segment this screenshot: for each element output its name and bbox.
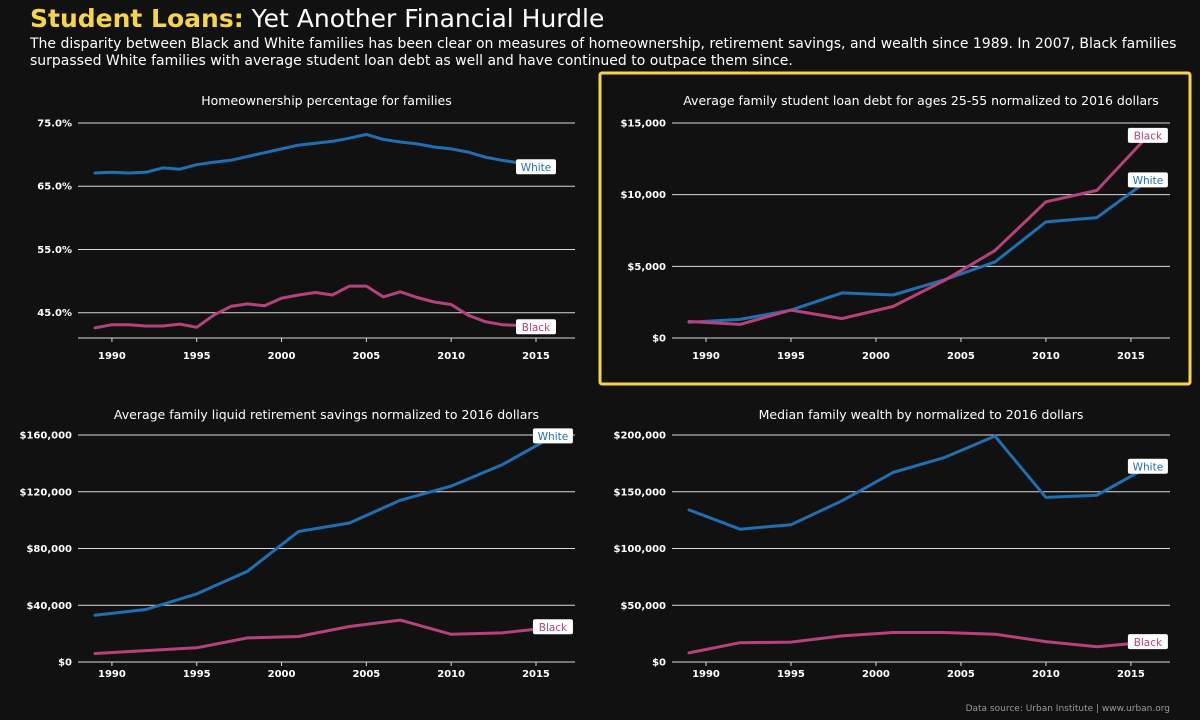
y-tick-label: $0 bbox=[652, 334, 666, 345]
series-label-text: Black bbox=[1134, 131, 1163, 143]
series-label-box bbox=[515, 319, 556, 335]
chart-student-loan: Average family student loan debt for age… bbox=[598, 71, 1192, 386]
series-line-black bbox=[93, 618, 555, 655]
series-label-text: Black bbox=[539, 622, 568, 634]
series-label-text: White bbox=[1133, 175, 1164, 187]
series-line-white bbox=[93, 132, 538, 175]
y-tick-label: 55.0% bbox=[37, 245, 72, 256]
x-tick-label: 2010 bbox=[437, 351, 465, 362]
x-tick-label: 1990 bbox=[692, 351, 720, 362]
x-tick-label: 1995 bbox=[777, 669, 805, 680]
x-tick-label: 2015 bbox=[522, 669, 550, 680]
x-tick-label: 1995 bbox=[777, 351, 805, 362]
x-tick-label: 2005 bbox=[947, 669, 975, 680]
x-tick-label: 1990 bbox=[692, 669, 720, 680]
chart-title: Median family wealth by normalized to 20… bbox=[759, 407, 1084, 422]
y-tick-label: $160,000 bbox=[19, 431, 72, 442]
page-title-accent: Student Loans: bbox=[30, 4, 244, 33]
x-tick-label: 2000 bbox=[268, 669, 296, 680]
series-line-white bbox=[687, 178, 1150, 324]
y-tick-label: $150,000 bbox=[613, 487, 666, 498]
x-tick-label: 1995 bbox=[183, 669, 211, 680]
series-label-box bbox=[515, 159, 556, 175]
series-label-black: Black bbox=[1127, 127, 1168, 143]
series-label-box bbox=[532, 428, 573, 444]
series-label-text: Black bbox=[522, 322, 551, 334]
x-tick-label: 2010 bbox=[1032, 351, 1060, 362]
series-label-black: Black bbox=[515, 319, 556, 335]
series-label-black: Black bbox=[532, 619, 573, 635]
series-label-text: White bbox=[538, 431, 569, 443]
chart-title: Homeownership percentage for families bbox=[201, 93, 452, 108]
x-tick-label: 2015 bbox=[1117, 351, 1145, 362]
series-label-white: White bbox=[532, 428, 573, 444]
chart-retirement: Average family liquid retirement savings… bbox=[19, 407, 575, 680]
series-label-white: White bbox=[515, 159, 556, 175]
x-tick-label: 2005 bbox=[352, 351, 380, 362]
y-tick-label: 45.0% bbox=[37, 308, 72, 319]
y-tick-label: $10,000 bbox=[620, 190, 666, 201]
x-tick-label: 2000 bbox=[862, 669, 890, 680]
y-tick-label: $100,000 bbox=[613, 544, 666, 555]
series-label-white: White bbox=[1127, 458, 1168, 474]
series-line-white bbox=[687, 434, 1150, 531]
x-tick-label: 2000 bbox=[862, 351, 890, 362]
x-tick-label: 2005 bbox=[947, 351, 975, 362]
chart-wealth: Median family wealth by normalized to 20… bbox=[613, 407, 1170, 680]
highlight-frame bbox=[598, 71, 1192, 386]
y-tick-label: 65.0% bbox=[37, 182, 72, 193]
y-tick-label: $15,000 bbox=[620, 119, 666, 130]
series-line-white bbox=[93, 434, 555, 617]
x-tick-label: 2010 bbox=[437, 669, 465, 680]
series-line-black bbox=[687, 631, 1150, 655]
x-tick-label: 2015 bbox=[522, 351, 550, 362]
series-label-text: White bbox=[1133, 462, 1164, 474]
series-label-box bbox=[1127, 172, 1168, 188]
x-tick-label: 2010 bbox=[1032, 669, 1060, 680]
series-label-box bbox=[532, 619, 573, 635]
y-tick-label: $0 bbox=[58, 658, 72, 669]
page-title: Student Loans: Yet Another Financial Hur… bbox=[30, 4, 604, 33]
y-tick-label: $40,000 bbox=[26, 601, 72, 612]
series-line-black bbox=[93, 284, 538, 330]
series-label-text: Black bbox=[1134, 637, 1163, 649]
series-label-text: White bbox=[521, 162, 552, 174]
chart-title: Average family liquid retirement savings… bbox=[114, 407, 539, 422]
y-tick-label: $50,000 bbox=[620, 601, 666, 612]
x-tick-label: 1990 bbox=[98, 669, 126, 680]
x-tick-label: 2005 bbox=[352, 669, 380, 680]
series-label-box bbox=[1127, 634, 1168, 650]
series-label-black: Black bbox=[1127, 634, 1168, 650]
chart-title: Average family student loan debt for age… bbox=[683, 93, 1159, 108]
page-title-rest: Yet Another Financial Hurdle bbox=[251, 4, 605, 33]
series-label-box bbox=[1127, 458, 1168, 474]
x-tick-label: 1990 bbox=[98, 351, 126, 362]
data-source-note: Data source: Urban Institute | www.urban… bbox=[965, 704, 1170, 714]
x-tick-label: 2015 bbox=[1117, 669, 1145, 680]
y-tick-label: $0 bbox=[652, 658, 666, 669]
page-subtitle: The disparity between Black and White fa… bbox=[30, 36, 1177, 69]
x-tick-label: 2000 bbox=[268, 351, 296, 362]
chart-homeownership: Homeownership percentage for families 45.… bbox=[37, 93, 575, 362]
series-line-black bbox=[687, 134, 1150, 326]
y-tick-label: 75.0% bbox=[37, 119, 72, 130]
x-tick-label: 1995 bbox=[183, 351, 211, 362]
series-label-box bbox=[1127, 127, 1168, 143]
y-tick-label: $200,000 bbox=[613, 431, 666, 442]
y-tick-label: $5,000 bbox=[627, 262, 666, 273]
y-tick-label: $120,000 bbox=[19, 487, 72, 498]
series-label-white: White bbox=[1127, 172, 1168, 188]
y-tick-label: $80,000 bbox=[26, 544, 72, 555]
